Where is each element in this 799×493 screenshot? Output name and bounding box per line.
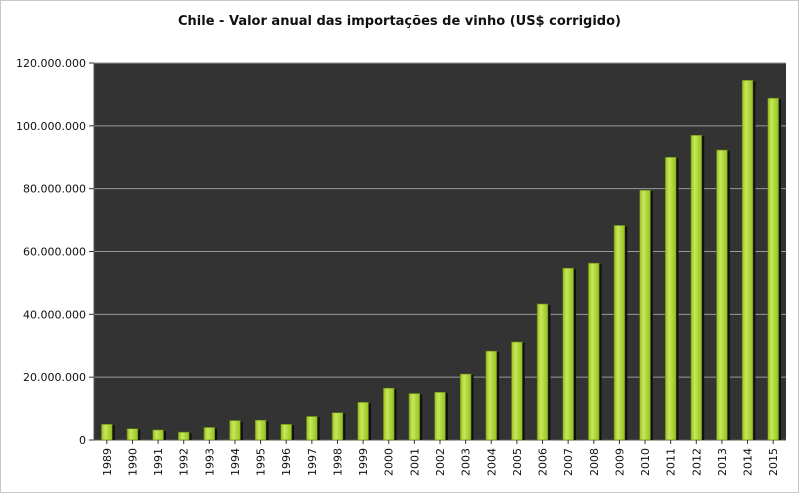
bar [357, 401, 369, 441]
y-tick-label: 20.000.000 [23, 371, 86, 384]
bar [101, 423, 113, 441]
y-tick-label: 120.000.000 [16, 57, 86, 70]
x-tick-label: 2000 [383, 448, 396, 476]
x-tick-label: 1999 [357, 448, 370, 476]
x-tick-label: 1990 [126, 448, 139, 476]
x-tick-label: 2012 [690, 448, 703, 476]
chart-title: Chile - Valor anual das importações de v… [178, 14, 621, 29]
bar [613, 225, 626, 441]
x-tick-label: 2013 [716, 448, 729, 476]
x-tick-label: 1989 [101, 448, 114, 476]
bar [741, 79, 754, 441]
x-tick-label: 2007 [562, 448, 575, 476]
bar [254, 419, 267, 441]
y-tick-label: 40.000.000 [23, 308, 86, 321]
x-tick-label: 1992 [178, 448, 191, 476]
bar [203, 427, 216, 441]
y-tick-label: 100.000.000 [16, 120, 86, 133]
x-tick-label: 1996 [280, 448, 293, 476]
bar [639, 189, 651, 441]
bar [331, 412, 344, 441]
bar [408, 393, 421, 441]
bar [229, 420, 241, 441]
x-tick-label: 2005 [511, 448, 524, 476]
bar [485, 350, 497, 441]
x-tick-label: 1993 [203, 448, 216, 476]
x-tick-label: 2004 [485, 448, 498, 476]
bar [280, 423, 292, 441]
bar [716, 149, 728, 441]
x-tick-label: 1994 [229, 448, 242, 476]
bar [562, 267, 574, 441]
bar [511, 341, 523, 441]
x-tick-label: 2008 [588, 448, 601, 476]
bar [664, 156, 677, 441]
x-tick-label: 1998 [331, 448, 344, 476]
x-tick-label: 2006 [537, 448, 550, 476]
bar [126, 428, 139, 441]
bar [767, 97, 779, 441]
bar [690, 134, 702, 441]
bar [152, 429, 164, 441]
bar [383, 387, 395, 441]
x-tick-label: 2014 [742, 448, 755, 476]
bar [588, 262, 600, 441]
bar [459, 373, 472, 441]
bar [434, 391, 446, 441]
x-tick-label: 1995 [255, 448, 268, 476]
bar [178, 431, 190, 441]
bar [536, 303, 549, 441]
x-tick-label: 2010 [639, 448, 652, 476]
y-tick-label: 0 [79, 434, 86, 447]
y-tick-label: 60.000.000 [23, 246, 86, 259]
x-tick-label: 1991 [152, 448, 165, 476]
x-tick-label: 2015 [767, 448, 780, 476]
y-tick-label: 80.000.000 [23, 183, 86, 196]
bar [306, 416, 318, 441]
x-tick-label: 2003 [460, 448, 473, 476]
x-tick-label: 1997 [306, 448, 319, 476]
x-tick-label: 2011 [665, 448, 678, 476]
x-tick-label: 2001 [408, 448, 421, 476]
x-tick-label: 2009 [613, 448, 626, 476]
x-tick-label: 2002 [434, 448, 447, 476]
